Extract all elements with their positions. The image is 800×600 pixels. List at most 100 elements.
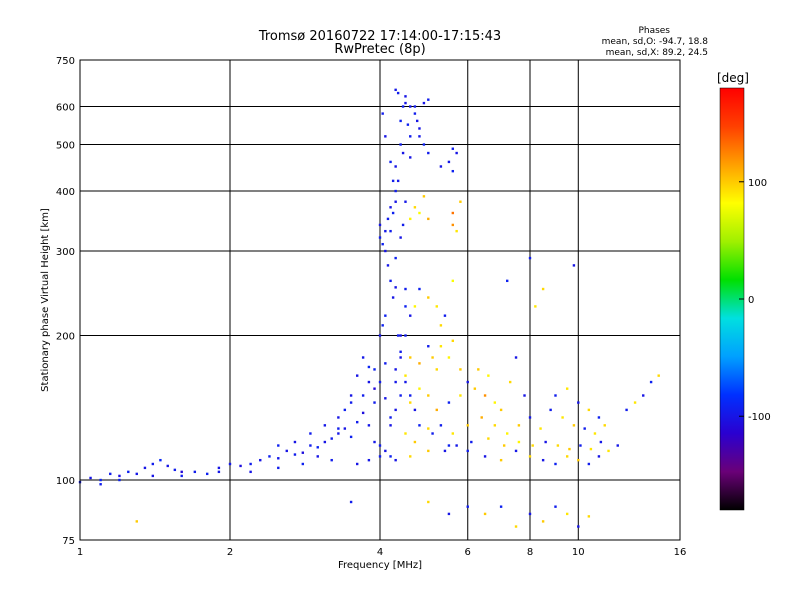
- data-point: [401, 223, 405, 227]
- data-point: [401, 105, 405, 108]
- data-point: [367, 458, 371, 462]
- data-point: [597, 455, 601, 458]
- data-point: [396, 179, 400, 183]
- data-point: [455, 229, 458, 233]
- data-point: [151, 462, 155, 466]
- data-point: [625, 408, 628, 412]
- data-point: [435, 305, 438, 308]
- data-point: [443, 449, 447, 453]
- x-tick-label: 1: [77, 547, 83, 558]
- data-point: [409, 156, 412, 159]
- data-point: [487, 437, 490, 440]
- data-point: [409, 356, 412, 359]
- data-point: [404, 287, 407, 291]
- data-point: [109, 472, 112, 476]
- data-point: [447, 444, 451, 447]
- data-point: [455, 151, 458, 155]
- data-point: [316, 455, 319, 458]
- data-point: [268, 455, 271, 458]
- data-point: [99, 483, 102, 486]
- data-point: [394, 380, 397, 384]
- data-point: [217, 470, 221, 474]
- data-point: [386, 217, 390, 221]
- data-point: [404, 101, 407, 105]
- data-point: [367, 380, 371, 384]
- data-point: [316, 446, 319, 449]
- data-point: [568, 447, 571, 451]
- data-point: [589, 447, 593, 451]
- data-point: [337, 432, 340, 435]
- data-point: [143, 466, 147, 470]
- data-point: [399, 236, 402, 239]
- data-point: [381, 112, 384, 115]
- data-point: [523, 394, 526, 397]
- data-point: [505, 432, 509, 435]
- data-point: [427, 98, 430, 101]
- data-point: [389, 229, 392, 233]
- data-point: [399, 394, 402, 397]
- data-point: [539, 427, 542, 430]
- data-point: [309, 444, 312, 447]
- data-point: [418, 424, 421, 427]
- data-point: [422, 143, 426, 146]
- data-point: [378, 236, 382, 239]
- data-point: [579, 444, 582, 447]
- data-point: [531, 444, 534, 447]
- data-point: [399, 350, 402, 353]
- data-point: [565, 512, 569, 516]
- data-point: [499, 408, 503, 412]
- data-point: [418, 211, 421, 215]
- data-point: [135, 520, 138, 523]
- data-point: [413, 440, 417, 444]
- data-point: [470, 440, 473, 444]
- data-point: [381, 324, 384, 327]
- data-point: [583, 427, 586, 430]
- data-point: [337, 416, 340, 419]
- data-point: [493, 424, 497, 427]
- data-point: [391, 211, 395, 215]
- data-point: [427, 500, 430, 504]
- data-point: [616, 444, 619, 447]
- data-point: [384, 314, 387, 317]
- y-tick-labels: 75 100 200 300 400 500 600 750: [56, 56, 75, 547]
- data-point: [409, 314, 412, 317]
- chart-grid: [80, 60, 680, 540]
- data-point: [565, 455, 569, 458]
- data-point: [373, 440, 376, 444]
- data-point: [394, 368, 397, 371]
- colorbar-ticks: 100 0 -100: [739, 178, 771, 423]
- data-point: [451, 339, 455, 343]
- data-point: [541, 287, 545, 291]
- data-point: [528, 512, 532, 516]
- data-point: [378, 444, 382, 447]
- data-point: [389, 455, 392, 458]
- data-point: [355, 462, 359, 466]
- data-point: [349, 401, 353, 404]
- data-point: [394, 286, 397, 289]
- data-point: [466, 424, 469, 427]
- x-axis-label: Frequency [MHz]: [338, 560, 422, 571]
- data-point: [277, 457, 280, 460]
- data-point: [413, 408, 417, 412]
- data-point: [466, 380, 469, 384]
- data-point: [514, 525, 518, 528]
- data-point: [459, 394, 462, 397]
- data-point: [151, 474, 155, 478]
- data-point: [293, 453, 297, 456]
- data-point: [330, 437, 333, 440]
- data-point: [528, 256, 532, 260]
- data-point: [386, 264, 390, 267]
- data-point: [404, 95, 407, 98]
- data-point: [455, 444, 458, 447]
- data-point: [439, 324, 443, 327]
- data-point: [285, 449, 288, 453]
- data-point: [384, 449, 387, 453]
- data-point: [355, 374, 359, 377]
- data-point: [349, 394, 353, 397]
- data-point: [587, 408, 591, 412]
- data-point: [389, 206, 392, 209]
- data-point: [587, 515, 591, 518]
- data-point: [447, 356, 451, 359]
- data-point: [427, 151, 430, 155]
- data-point: [418, 287, 421, 291]
